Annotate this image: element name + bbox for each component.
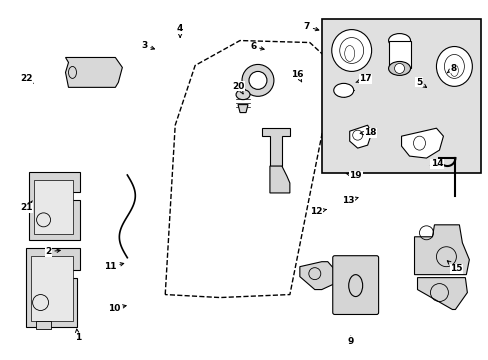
Text: 13: 13 [341,196,357,205]
Text: 18: 18 [359,128,376,137]
Text: 5: 5 [415,78,426,87]
Text: 6: 6 [250,42,264,51]
Polygon shape [25,248,81,328]
Ellipse shape [333,84,353,97]
Text: 10: 10 [107,304,126,313]
Polygon shape [269,166,289,193]
Text: 14: 14 [429,159,443,168]
Polygon shape [262,128,289,166]
Text: 3: 3 [141,41,154,50]
Text: 12: 12 [310,207,325,216]
FancyBboxPatch shape [321,19,480,173]
Polygon shape [414,225,468,275]
Polygon shape [349,125,371,148]
Polygon shape [388,41,410,68]
Circle shape [394,63,404,73]
Text: 15: 15 [447,261,462,274]
Ellipse shape [388,62,410,75]
Text: 9: 9 [347,336,353,346]
Polygon shape [29,172,81,240]
Polygon shape [34,180,73,234]
Text: 1: 1 [75,329,81,342]
Text: 8: 8 [447,64,455,73]
Circle shape [248,71,266,89]
Text: 19: 19 [346,171,361,180]
Polygon shape [36,321,50,329]
Ellipse shape [388,33,410,48]
Ellipse shape [331,30,371,71]
Text: 22: 22 [20,75,33,84]
Polygon shape [65,58,122,87]
Text: 4: 4 [177,24,183,37]
Text: 20: 20 [232,82,244,94]
Circle shape [242,64,273,96]
Text: 2: 2 [45,247,60,256]
Polygon shape [31,256,73,321]
Text: 16: 16 [290,70,303,82]
Text: 11: 11 [104,262,123,271]
Text: 17: 17 [355,75,371,84]
Polygon shape [401,128,443,158]
Text: 21: 21 [20,201,32,212]
Polygon shape [417,278,467,310]
Polygon shape [299,262,334,289]
Text: 7: 7 [303,22,318,31]
Ellipse shape [436,46,471,86]
Ellipse shape [236,90,249,100]
FancyBboxPatch shape [332,256,378,315]
Polygon shape [238,105,247,113]
